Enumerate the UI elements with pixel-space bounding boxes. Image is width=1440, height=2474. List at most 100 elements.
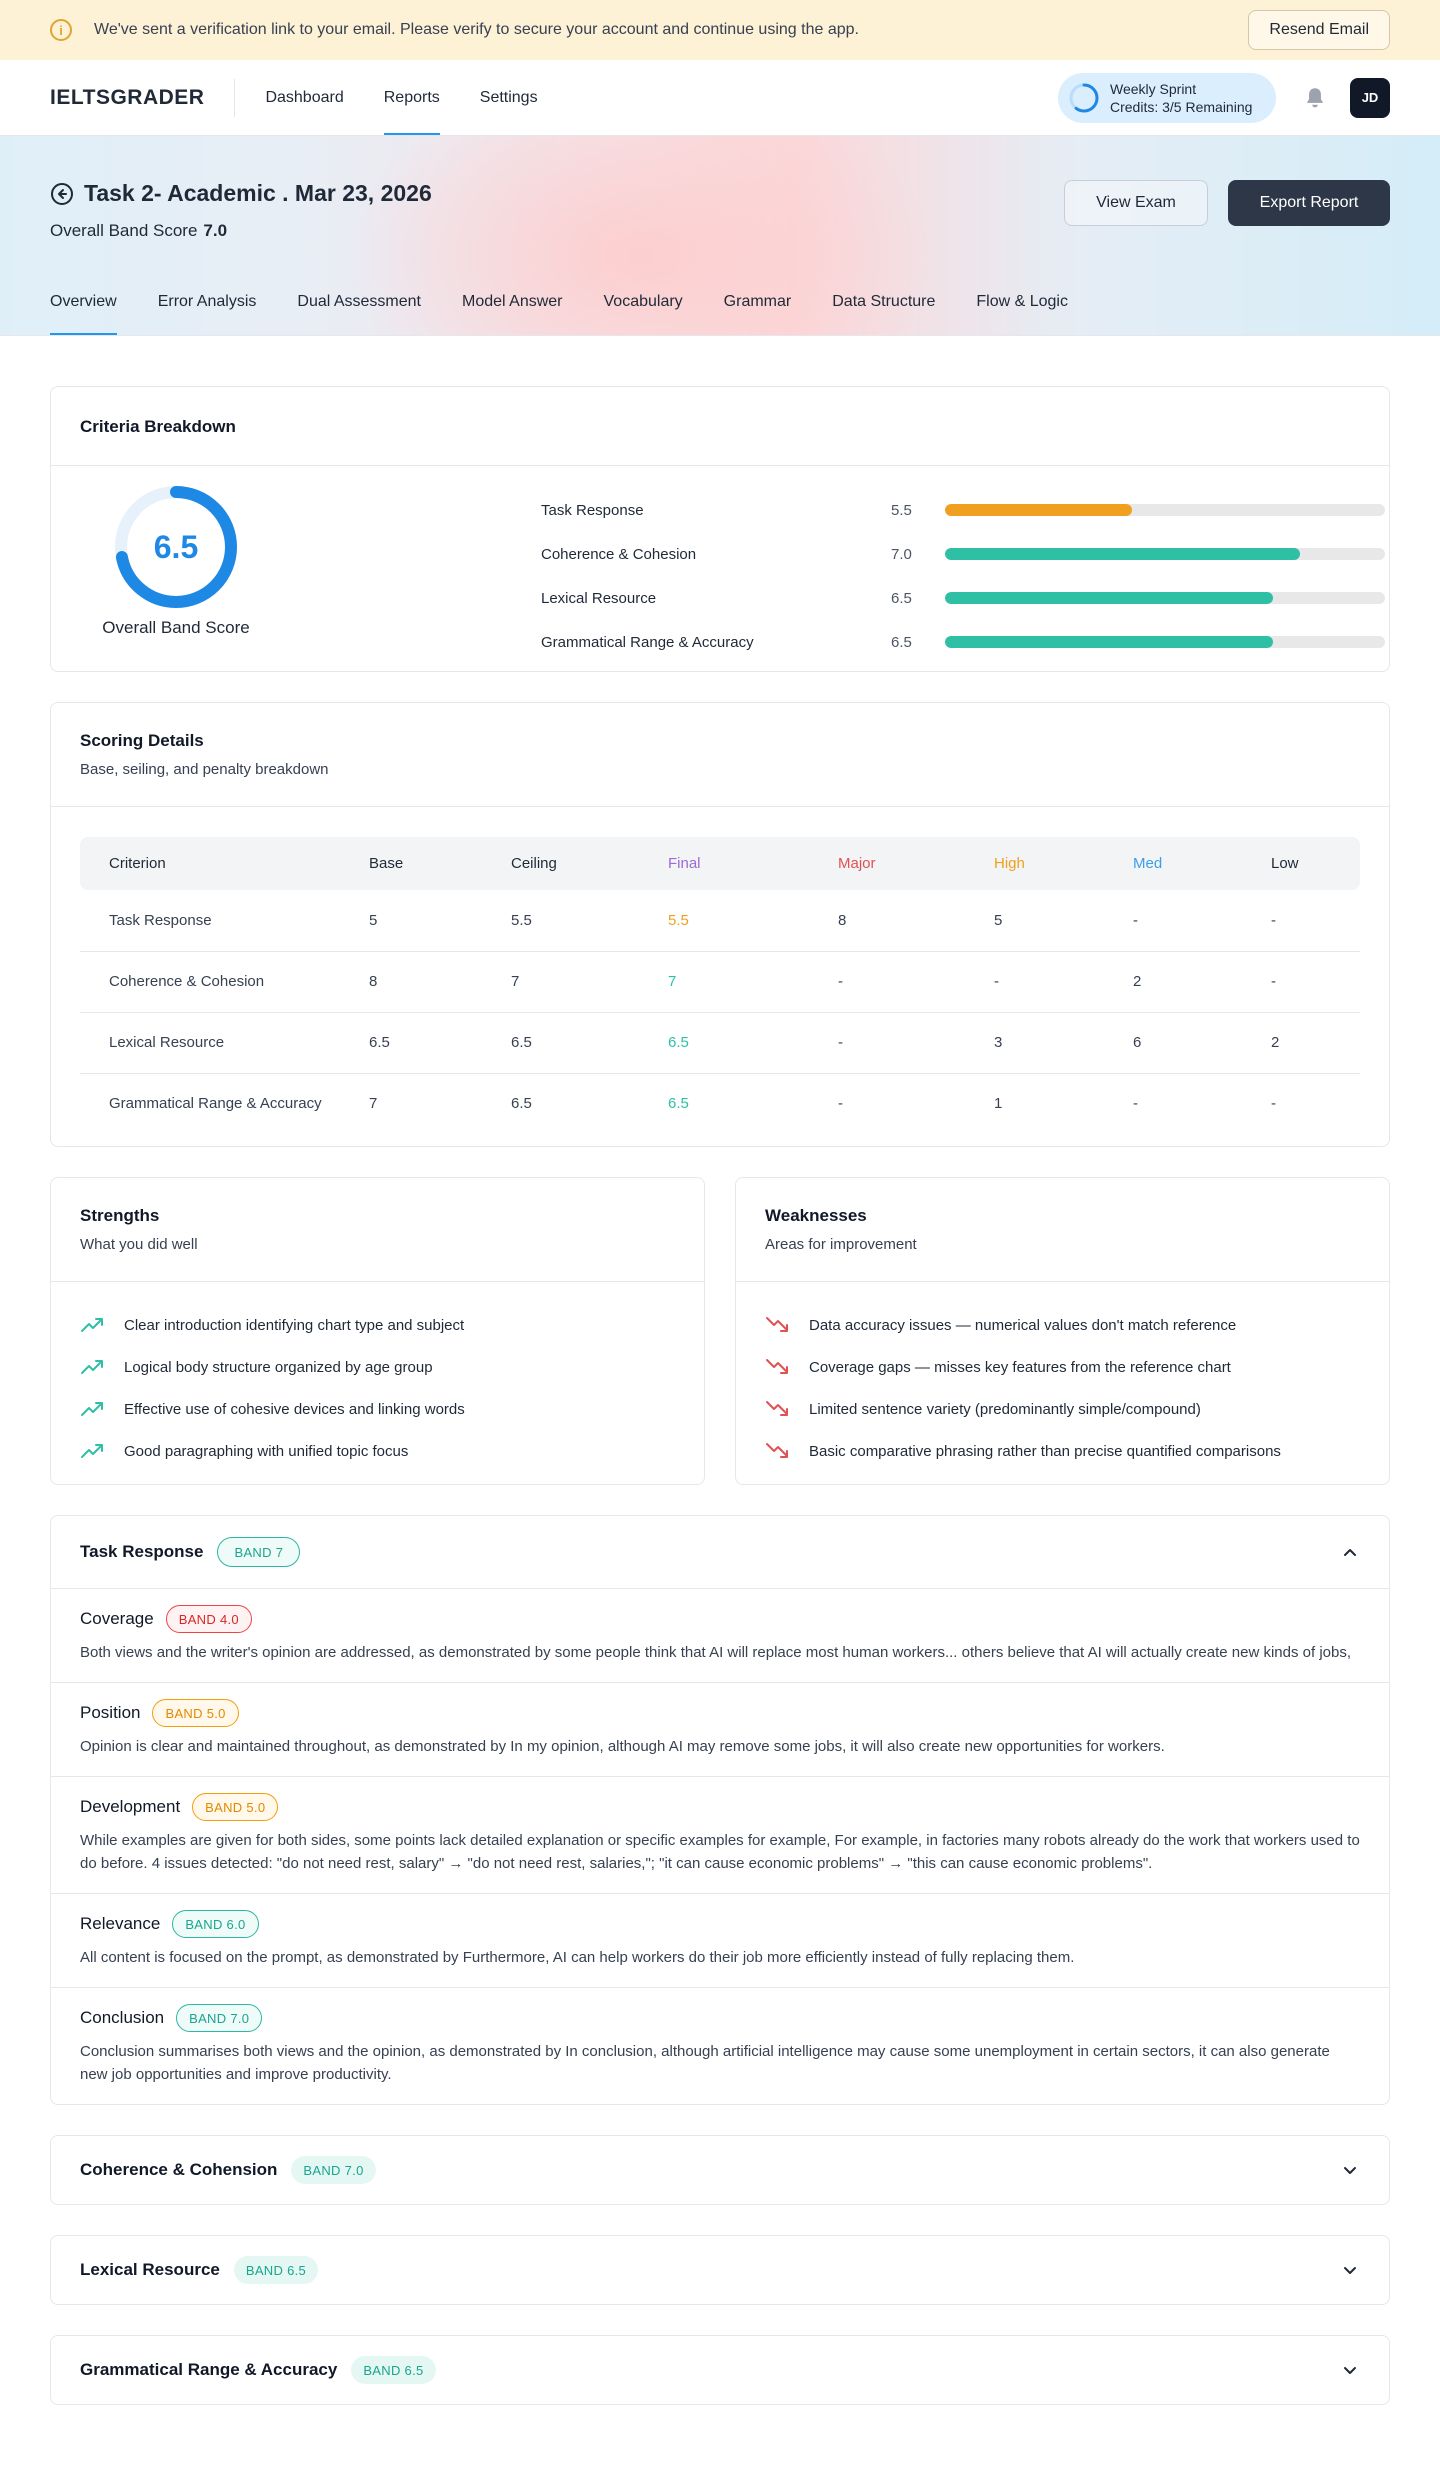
credits-title: Weekly Sprint (1110, 80, 1197, 97)
logo[interactable]: IELTSGRADER (50, 78, 236, 117)
criteria-row: Task Response 5.5 (541, 488, 1385, 532)
trending-up-icon (81, 1444, 103, 1458)
tab-overview[interactable]: Overview (50, 269, 117, 335)
accordion-header[interactable]: Coherence & Cohension BAND 7.0 (51, 2136, 1389, 2204)
nav-link-dashboard[interactable]: Dashboard (265, 88, 344, 106)
strength-item: Good paragraphing with unified topic foc… (80, 1430, 675, 1472)
weakness-text: Data accuracy issues — numerical values … (809, 1316, 1237, 1334)
strength-text: Logical body structure organized by age … (124, 1358, 433, 1376)
subsection-title: Position (80, 1703, 141, 1722)
criteria-name: Coherence & Cohesion (541, 545, 697, 563)
column-header: Ceiling (511, 855, 557, 872)
criteria-bar-track (945, 504, 1385, 516)
nav-link-reports[interactable]: Reports (383, 60, 440, 135)
table-cell: Task Response (80, 890, 340, 952)
table-cell: - (809, 951, 965, 1013)
tab-vocabulary[interactable]: Vocabulary (603, 293, 683, 310)
table-cell: 5 (965, 890, 1104, 952)
weaknesses-subtitle: Areas for improvement (765, 1236, 917, 1253)
chevron-down-icon[interactable] (1340, 2360, 1360, 2380)
tab-flow-logic[interactable]: Flow & Logic (976, 293, 1068, 310)
gauge-value: 6.5 (153, 528, 199, 565)
column-header: Final (668, 855, 701, 872)
final-score-cell: 6.5 (668, 1095, 689, 1113)
tab-error-analysis[interactable]: Error Analysis (157, 293, 257, 310)
subsection-band-badge: BAND 6.0 (172, 1910, 259, 1938)
task-response-title: Task Response (80, 1542, 204, 1561)
chevron-down-icon[interactable] (1340, 2260, 1360, 2280)
criteria-row: Lexical Resource 6.5 (541, 576, 1385, 620)
subsection-title: Development (80, 1797, 181, 1816)
resend-email-button[interactable]: Resend Email (1248, 10, 1390, 50)
final-score-cell: 7 (639, 951, 809, 1013)
bell-icon[interactable] (1302, 85, 1328, 111)
tab-grammar[interactable]: Grammar (723, 293, 792, 310)
table-cell: - (1133, 1095, 1138, 1113)
table-cell: 1 (994, 1095, 1003, 1113)
strengths-title: Strengths (80, 1206, 160, 1225)
accordion-header[interactable]: Lexical Resource BAND 6.5 (51, 2236, 1389, 2304)
criteria-breakdown-title: Criteria Breakdown (80, 417, 236, 436)
view-exam-button[interactable]: View Exam (1064, 180, 1208, 226)
criteria-bar-track (945, 548, 1385, 560)
trending-up-icon (81, 1402, 103, 1416)
criteria-bar-fill (945, 592, 1273, 604)
tab-dual-assessment[interactable]: Dual Assessment (297, 293, 421, 310)
subsection-text: Conclusion summarises both views and the… (80, 2043, 1330, 2083)
tab-data-structure[interactable]: Data Structure (832, 293, 936, 310)
export-report-button[interactable]: Export Report (1228, 180, 1390, 226)
table-cell: Coherence & Cohesion (80, 951, 340, 1013)
accordion-title: Grammatical Range & Accuracy (80, 2360, 338, 2379)
chevron-up-icon[interactable] (1340, 1542, 1360, 1562)
criteria-value: 6.5 (891, 633, 912, 651)
weaknesses-card: Weaknesses Areas for improvement Data ac… (735, 1177, 1390, 1485)
table-cell: - (1104, 890, 1242, 952)
strengths-card: Strengths What you did well Clear introd… (50, 1177, 705, 1485)
trending-down-icon (766, 1401, 788, 1416)
chevron-down-icon[interactable] (1340, 2160, 1360, 2180)
lexical-resource-accordion[interactable]: Lexical Resource BAND 6.5 (50, 2235, 1390, 2305)
criteria-value: 5.5 (891, 501, 912, 519)
verification-banner: i We've sent a verification link to your… (0, 0, 1440, 60)
table-cell: - (1242, 890, 1360, 952)
info-icon: i (50, 19, 72, 41)
subsection-text: All content is focused on the prompt, as… (80, 1949, 1075, 1966)
criteria-bar-fill (945, 636, 1273, 648)
strength-item: Logical body structure organized by age … (80, 1346, 675, 1388)
final-score-cell: 5.5 (639, 890, 809, 952)
criteria-bar-track (945, 636, 1385, 648)
accordion-header[interactable]: Grammatical Range & Accuracy BAND 6.5 (51, 2336, 1389, 2404)
weakness-text: Basic comparative phrasing rather than p… (809, 1442, 1281, 1460)
weakness-item: Basic comparative phrasing rather than p… (765, 1430, 1360, 1472)
grammatical-range-accordion[interactable]: Grammatical Range & Accuracy BAND 6.5 (50, 2335, 1390, 2405)
strength-text: Good paragraphing with unified topic foc… (124, 1442, 409, 1460)
band-gauge-ring (115, 486, 237, 608)
table-cell: 2 (1242, 1012, 1360, 1074)
back-arrow-icon[interactable] (50, 182, 74, 206)
task-response-accordion-header[interactable]: Task Response BAND 7 (51, 1516, 1389, 1588)
trending-down-icon (766, 1443, 788, 1458)
credits-remaining: Credits: 3/5 Remaining (1110, 98, 1253, 115)
subsection-band-badge: BAND 5.0 (192, 1793, 279, 1821)
tab-model-answer[interactable]: Model Answer (462, 293, 563, 310)
strengths-subtitle: What you did well (80, 1236, 198, 1253)
overall-band-label: Overall Band Score (50, 221, 198, 240)
criteria-name: Task Response (541, 501, 644, 519)
table-cell: 5 (340, 890, 482, 952)
nav-link-settings[interactable]: Settings (479, 88, 538, 106)
accordion-title: Lexical Resource (80, 2260, 220, 2279)
table-row: Grammatical Range & Accuracy 7 6.5 6.5 -… (80, 1073, 1360, 1134)
report-header: Task 2- Academic . Mar 23, 2026 Overall … (0, 136, 1440, 336)
table-cell: 6 (1104, 1012, 1242, 1074)
criteria-row: Grammatical Range & Accuracy 6.5 (541, 620, 1385, 664)
credits-badge[interactable]: Weekly Sprint Credits: 3/5 Remaining (1058, 72, 1276, 123)
table-row: Task Response 5 5.5 5.5 8 5 - - (80, 890, 1360, 952)
criterion-subsection-relevance: Relevance BAND 6.0 All content is focuse… (51, 1893, 1389, 1987)
column-header: High (994, 855, 1025, 872)
accordion-band-badge: BAND 6.5 (351, 2356, 436, 2384)
trending-down-icon (766, 1359, 788, 1374)
avatar[interactable]: JD (1350, 77, 1390, 118)
table-cell: Grammatical Range & Accuracy (109, 1095, 322, 1113)
coherence-cohesion-accordion[interactable]: Coherence & Cohension BAND 7.0 (50, 2135, 1390, 2205)
weakness-item: Limited sentence variety (predominantly … (765, 1388, 1360, 1430)
